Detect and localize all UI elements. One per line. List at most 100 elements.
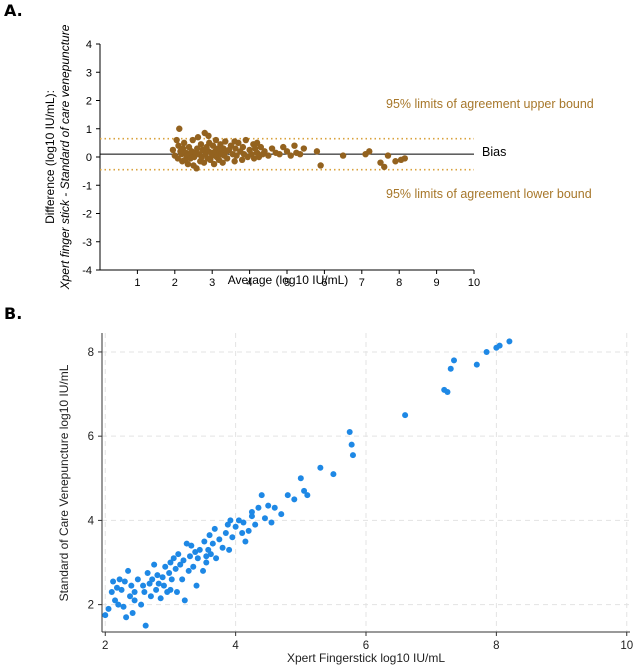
panel-b-label: B. [4, 304, 22, 323]
data-point [112, 597, 119, 604]
data-point [252, 521, 259, 528]
bias-label: Bias [482, 145, 506, 159]
data-point [190, 563, 197, 570]
panel-b-ticks: 2 4 6 8 10 2 4 6 8 [88, 347, 634, 652]
data-point [113, 584, 120, 591]
data-point [235, 517, 242, 524]
data-point [261, 515, 268, 522]
data-point [207, 551, 214, 558]
panel-a-x-tick-label: 10 [468, 277, 480, 289]
panel-b-x-tick-label: 6 [363, 640, 369, 652]
data-point [280, 143, 287, 151]
data-point [187, 553, 193, 560]
data-point [125, 567, 132, 574]
data-point [258, 492, 265, 499]
data-point [123, 614, 130, 621]
data-point [105, 605, 112, 612]
panel-a-y-tick-label: -3 [82, 237, 92, 249]
data-point [176, 125, 183, 132]
panel-a-x-tick-label: 5 [284, 277, 290, 289]
data-point [227, 517, 234, 524]
data-point [229, 534, 236, 541]
data-point [194, 145, 201, 152]
panel-a-x-tick-label: 3 [209, 277, 215, 289]
data-point [287, 152, 294, 159]
data-point [248, 508, 255, 515]
data-point [278, 511, 285, 518]
data-point [238, 156, 246, 164]
data-point [166, 570, 173, 577]
data-point [142, 622, 149, 629]
data-point [138, 601, 145, 608]
data-point [283, 148, 291, 155]
data-point [149, 576, 156, 583]
data-point [313, 148, 321, 155]
data-point [240, 519, 247, 526]
data-point [231, 158, 238, 165]
panel-b-x-tick-label: 8 [493, 640, 499, 652]
data-point [346, 428, 353, 435]
panel-a-y-tick-label: 0 [86, 152, 92, 164]
data-point [167, 586, 174, 593]
panel-a-x-axis-title: Average (log10 IU/mL) [228, 273, 349, 287]
data-point [483, 348, 490, 355]
data-point [160, 582, 167, 589]
data-point [180, 139, 188, 147]
data-point [179, 576, 186, 583]
data-point [140, 582, 147, 589]
data-point [271, 504, 278, 511]
data-point [121, 578, 128, 585]
data-point [189, 136, 196, 144]
data-point [200, 159, 208, 166]
panel-a-points [169, 125, 409, 172]
data-point [317, 464, 324, 471]
panel-b-x-tick-label: 10 [620, 640, 633, 652]
data-point [196, 546, 203, 553]
data-point [268, 519, 275, 526]
panel-b-x-tick-label: 2 [102, 640, 108, 652]
data-point [118, 586, 125, 593]
data-point [242, 136, 250, 144]
data-point [300, 145, 308, 152]
data-point [203, 559, 210, 566]
data-point [248, 513, 255, 520]
panel-a-y-tick-label: -4 [82, 265, 92, 277]
data-point [253, 139, 261, 147]
data-point [131, 597, 138, 604]
data-point [242, 538, 249, 545]
panel-a-axes [99, 44, 474, 271]
data-point [381, 163, 388, 171]
data-point [216, 536, 223, 543]
panel-a-y-tick-label: 3 [86, 67, 92, 79]
panel-a-x-tick-label: 7 [359, 277, 365, 289]
data-point [210, 160, 218, 168]
data-point [181, 597, 188, 604]
panel-b-y-tick-label: 2 [88, 600, 94, 612]
panel-b-grid [102, 333, 630, 632]
data-point [297, 475, 304, 482]
data-point [211, 525, 218, 532]
data-point [377, 159, 384, 166]
data-point [261, 148, 268, 155]
data-point [157, 595, 164, 602]
data-point [180, 557, 187, 564]
data-point [194, 134, 202, 141]
data-point [129, 610, 136, 617]
data-point [239, 143, 247, 151]
data-point [177, 561, 184, 568]
data-point [116, 576, 123, 583]
data-point [231, 138, 238, 145]
data-point [219, 159, 226, 166]
panel-a-x-tick-label: 4 [247, 277, 253, 289]
data-point [250, 155, 258, 162]
data-point [172, 565, 179, 572]
data-point [168, 576, 175, 583]
data-point [193, 582, 200, 589]
data-point [366, 148, 373, 155]
panel-b-x-tick-label: 4 [232, 640, 239, 652]
data-point [496, 342, 503, 349]
data-point [265, 502, 272, 509]
data-point [205, 132, 212, 140]
data-point [194, 555, 201, 562]
